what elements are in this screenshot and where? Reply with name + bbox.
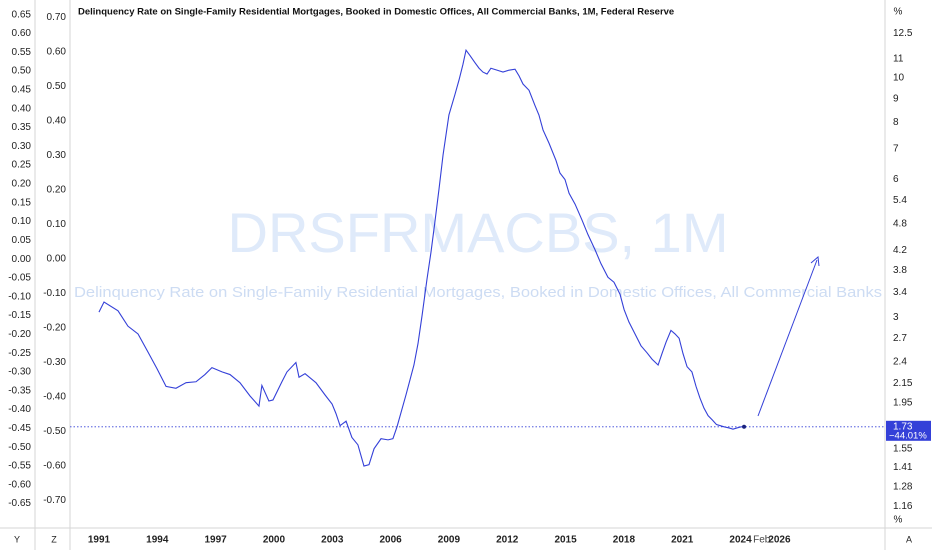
y-tick-label: -0.15 — [8, 310, 31, 321]
x-tick-label: Feb — [753, 535, 771, 546]
y-tick-label: 1.16 — [893, 501, 913, 512]
y-tick-label: 0.00 — [47, 254, 67, 265]
x-tick-label: 2000 — [263, 535, 286, 546]
y-tick-label: 12.5 — [893, 28, 913, 39]
y-tick-label: -0.05 — [8, 273, 31, 284]
y-tick-label: -0.25 — [8, 348, 31, 359]
y-tick-label: 0.10 — [12, 216, 32, 227]
y-tick-label: -0.40 — [43, 392, 66, 403]
y-tick-label: 0.65 — [12, 9, 32, 20]
y-tick-label: 2.15 — [893, 378, 913, 389]
y-tick-label: 0.35 — [12, 122, 32, 133]
y-tick-label: 1.55 — [893, 443, 913, 454]
x-tick-label: 1994 — [146, 535, 169, 546]
y-tick-label: 0.55 — [12, 47, 32, 58]
y-tick-label: 0.15 — [12, 197, 32, 208]
y-tick-label: 0.20 — [12, 179, 32, 190]
chart-title: Delinquency Rate on Single-Family Reside… — [78, 7, 674, 18]
y-tick-label: -0.55 — [8, 461, 31, 472]
y-tick-label: -0.65 — [8, 498, 31, 509]
y-tick-label: 0.50 — [47, 81, 67, 92]
y-tick-label: -0.50 — [43, 426, 66, 437]
x-tick-label: 2024 — [729, 535, 752, 546]
y-tick-label: 4.2 — [893, 245, 907, 256]
y-tick-label: -0.30 — [8, 367, 31, 378]
y-tick-label: 0.25 — [12, 160, 32, 171]
last-point — [742, 424, 747, 429]
y-tick-label: 0.40 — [12, 103, 32, 114]
y-tick-label: -0.50 — [8, 442, 31, 453]
y-tick-label: 5.4 — [893, 195, 907, 206]
y-tick-label: 0.00 — [12, 254, 32, 265]
y-tick-label: 3.4 — [893, 287, 907, 298]
x-tick-label: 2018 — [613, 535, 636, 546]
x-tick-label: 2006 — [379, 535, 402, 546]
y-tick-label: 4.8 — [893, 219, 907, 230]
x-tick-label: 2012 — [496, 535, 519, 546]
y-tick-label: 0.30 — [47, 150, 67, 161]
y-tick-label: 3.8 — [893, 265, 907, 276]
x-tick-label: 1991 — [88, 535, 111, 546]
drawn-arrow — [757, 259, 818, 417]
scale-button[interactable]: A — [906, 534, 912, 544]
last-value-box — [886, 420, 931, 441]
y-tick-label: 2.7 — [893, 333, 907, 344]
y-unit: % — [894, 515, 903, 526]
y-tick-label: 10 — [893, 73, 905, 84]
y-tick-label: 0.50 — [12, 66, 32, 77]
y-tick-label: 0.40 — [47, 116, 67, 127]
x-tick-label: 1997 — [204, 535, 227, 546]
y-tick-label: 0.60 — [12, 28, 32, 39]
y-tick-label: -0.60 — [8, 479, 31, 490]
scale-button[interactable]: Z — [51, 534, 57, 544]
y-tick-label: 7 — [893, 144, 899, 155]
change-label: −44.01% — [889, 430, 927, 441]
x-tick-label: 2009 — [438, 535, 461, 546]
last-value-label: 1.73 — [893, 421, 913, 432]
drawn-arrow-head — [810, 256, 820, 267]
y-tick-label: 8 — [893, 117, 899, 128]
y-tick-label: -0.30 — [43, 357, 66, 368]
y-tick-label: 6 — [893, 174, 899, 185]
y-tick-label: -0.35 — [8, 385, 31, 396]
watermark-subtitle: Delinquency Rate on Single-Family Reside… — [74, 284, 882, 301]
y-tick-label: -0.20 — [8, 329, 31, 340]
y-tick-label: -0.40 — [8, 404, 31, 415]
y-tick-label: -0.60 — [43, 461, 66, 472]
y-tick-label: 11 — [893, 54, 904, 65]
y-tick-label: 0.10 — [47, 219, 67, 230]
y-tick-label: 1.41 — [893, 462, 913, 473]
y-tick-label: 0.45 — [12, 85, 32, 96]
y-tick-label: 2.4 — [893, 356, 907, 367]
y-unit: % — [894, 7, 903, 18]
y-tick-label: 0.05 — [12, 235, 32, 246]
y-tick-label: -0.10 — [43, 288, 66, 299]
x-tick-label: 2021 — [671, 535, 694, 546]
x-tick-label: 2003 — [321, 535, 344, 546]
y-tick-label: 1.95 — [893, 398, 913, 409]
y-tick-label: 3 — [893, 312, 899, 323]
series-line — [98, 48, 745, 467]
y-tick-label: 0.20 — [47, 185, 67, 196]
scale-button[interactable]: Y — [14, 534, 20, 544]
y-tick-label: 0.60 — [47, 47, 67, 58]
x-tick-label: 2015 — [554, 535, 577, 546]
y-tick-label: -0.70 — [43, 495, 66, 506]
y-tick-label: 0.70 — [47, 12, 67, 23]
y-tick-label: 1.28 — [893, 481, 913, 492]
y-tick-label: -0.10 — [8, 291, 31, 302]
y-tick-label: -0.20 — [43, 323, 66, 334]
y-tick-label: 0.30 — [12, 141, 32, 152]
y-tick-label: 9 — [893, 94, 899, 105]
x-tick-label: 2026 — [768, 535, 791, 546]
y-tick-label: -0.45 — [8, 423, 31, 434]
watermark: DRSFRMACBS, 1M — [228, 201, 729, 264]
